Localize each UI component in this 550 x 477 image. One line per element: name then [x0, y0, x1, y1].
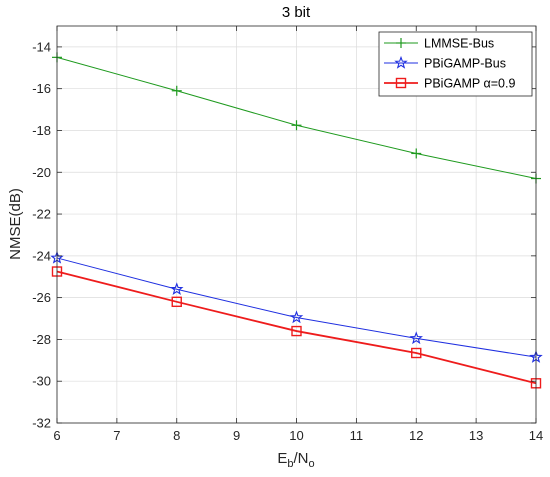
legend-label: PBiGAMP α=0.9: [424, 77, 515, 91]
data-point: [171, 296, 182, 308]
y-tick-label: -18: [32, 123, 51, 138]
data-point: [411, 148, 422, 159]
y-tick-label: -32: [32, 416, 51, 431]
data-point: [291, 120, 302, 131]
x-tick-label: 12: [409, 428, 423, 443]
data-point: [289, 310, 304, 324]
y-tick-label: -24: [32, 248, 51, 263]
y-axis-label: NMSE(dB): [7, 188, 24, 260]
y-tick-label: -20: [32, 165, 51, 180]
legend-marker: [396, 38, 406, 48]
x-tick-label: 10: [289, 428, 303, 443]
y-tick-label: -14: [32, 39, 51, 54]
data-point: [409, 331, 423, 345]
legend-entry: PBiGAMP α=0.9: [384, 77, 515, 91]
data-point: [171, 85, 182, 96]
legend-marker: [395, 77, 407, 89]
x-tick-label: 6: [53, 428, 60, 443]
legend-entry: PBiGAMP-Bus: [384, 55, 506, 71]
data-point: [291, 325, 302, 337]
x-tick-label: 13: [469, 428, 483, 443]
y-tick-label: -28: [32, 332, 51, 347]
series-line: [56, 257, 537, 358]
y-tick-label: -22: [32, 207, 51, 222]
legend-marker: [394, 55, 408, 69]
series-star: [50, 250, 543, 363]
data-series: [50, 52, 543, 389]
y-tick-label: -16: [32, 81, 51, 96]
x-axis-label: Eb/No: [277, 450, 314, 470]
x-tick-label: 8: [173, 428, 180, 443]
legend-label: PBiGAMP-Bus: [424, 57, 506, 71]
legend: LMMSE-Bus PBiGAMP-Bus PBiGAMP α=0.9: [378, 31, 533, 97]
data-point: [411, 347, 422, 359]
data-point: [170, 282, 184, 295]
series-line: [56, 270, 537, 385]
x-tick-label: 9: [233, 428, 240, 443]
y-tick-label: -26: [32, 290, 51, 305]
x-tick-label: 14: [529, 428, 543, 443]
legend-label: LMMSE-Bus: [424, 37, 494, 51]
x-tick-label: 7: [113, 428, 120, 443]
axis-ticks: 6 7 8 9 10 11 12 13 14 -32 -30 -28 -26 -24 -22 -20 -18 -1…: [32, 26, 543, 443]
legend-entry: LMMSE-Bus: [384, 37, 494, 51]
x-tick-label: 11: [350, 428, 364, 443]
y-tick-label: -30: [32, 374, 51, 389]
chart-title: 3 bit: [282, 4, 311, 21]
